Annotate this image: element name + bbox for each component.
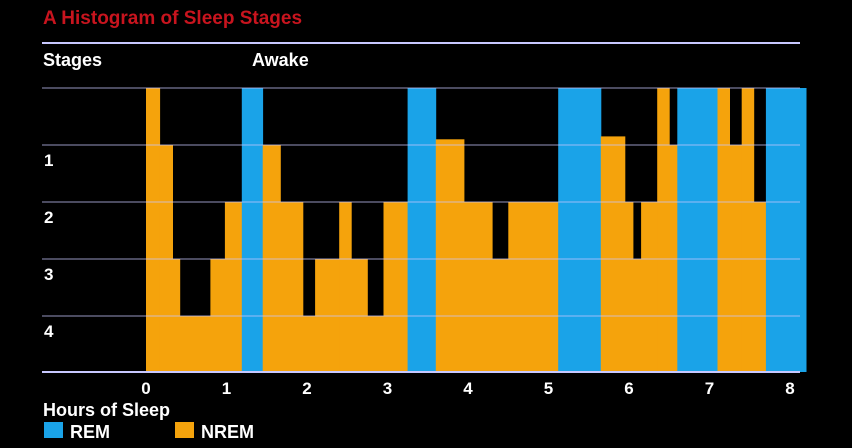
x-tick-label-1: 1 — [222, 379, 231, 398]
nrem-bar-30 — [741, 88, 755, 372]
legend-swatch-nrem — [175, 422, 194, 438]
gridlines — [42, 87, 800, 373]
nrem-bar-5 — [224, 202, 243, 372]
rem-bar-32 — [765, 88, 807, 372]
legend-swatch-rem — [44, 422, 63, 438]
y-axis-label: Stages — [43, 50, 102, 70]
nrem-bar-31 — [753, 202, 767, 372]
x-tick-label-7: 7 — [705, 379, 714, 398]
x-tick-label-3: 3 — [383, 379, 392, 398]
nrem-bar-8 — [280, 202, 304, 372]
nrem-bar-16 — [435, 139, 465, 372]
nrem-bar-28 — [717, 88, 730, 372]
x-tick-label-6: 6 — [624, 379, 633, 398]
nrem-bar-21 — [600, 136, 626, 372]
nrem-bar-24 — [641, 202, 658, 372]
awake-label: Awake — [252, 50, 309, 70]
rem-bar-27 — [677, 88, 718, 372]
x-tick-label-5: 5 — [544, 379, 553, 398]
y-ticks: 1 2 3 4 — [44, 151, 54, 341]
nrem-bar-13 — [367, 316, 384, 372]
y-tick-label-1: 1 — [44, 151, 53, 170]
y-tick-label-4: 4 — [44, 322, 54, 341]
nrem-bar-17 — [464, 202, 493, 372]
nrem-bar-19 — [508, 202, 559, 372]
bars-group — [146, 88, 807, 372]
chart-title: A Histogram of Sleep Stages — [43, 8, 302, 29]
nrem-bar-9 — [303, 316, 316, 372]
x-ticks: 0 1 2 3 4 5 6 7 8 — [141, 379, 794, 398]
x-axis-label: Hours of Sleep — [43, 400, 170, 420]
nrem-bar-0 — [146, 88, 161, 372]
x-tick-label-8: 8 — [785, 379, 794, 398]
rem-bar-20 — [558, 88, 602, 372]
nrem-bar-3 — [179, 316, 211, 372]
rem-bar-15 — [407, 88, 437, 372]
rem-bar-6 — [241, 88, 264, 372]
legend-label-rem: REM — [70, 422, 110, 442]
legend-label-nrem: NREM — [201, 422, 254, 442]
nrem-bar-25 — [657, 88, 670, 372]
y-tick-label-3: 3 — [44, 265, 53, 284]
nrem-bar-14 — [383, 202, 408, 372]
x-tick-label-4: 4 — [463, 379, 473, 398]
x-tick-label-2: 2 — [302, 379, 311, 398]
nrem-bar-11 — [339, 202, 352, 372]
legend: REM NREM — [44, 422, 254, 442]
nrem-bar-22 — [625, 202, 634, 372]
y-tick-label-2: 2 — [44, 208, 53, 227]
x-tick-label-0: 0 — [141, 379, 150, 398]
